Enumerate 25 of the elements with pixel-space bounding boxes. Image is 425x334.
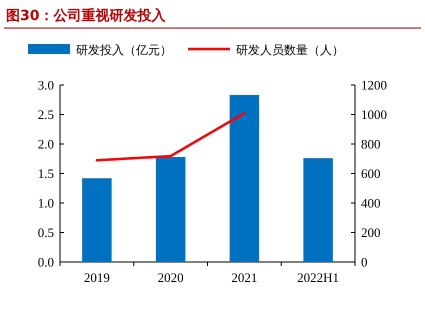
y-tick-label: 2.0 xyxy=(38,136,54,152)
bar xyxy=(156,156,186,262)
y-tick-label: 0.5 xyxy=(38,225,54,240)
x-tick-label: 2019 xyxy=(84,270,110,285)
bar xyxy=(82,178,112,262)
x-tick-label: 2020 xyxy=(158,270,184,285)
y-tick-label: 3.0 xyxy=(38,78,54,92)
chart-title: 图30：公司重视研发投入 xyxy=(6,7,166,24)
x-tick-label: 2021 xyxy=(231,270,258,285)
y-tick-label: 2.5 xyxy=(38,107,54,122)
legend-label: 研发人员数量（人） xyxy=(236,43,344,57)
y2-tick-label: 600 xyxy=(361,166,380,181)
y2-tick-label: 0 xyxy=(361,254,368,270)
x-tick-label: 2022H1 xyxy=(297,270,340,285)
y-tick-label: 1.5 xyxy=(38,166,54,181)
y2-tick-label: 1000 xyxy=(361,107,387,122)
bar xyxy=(230,95,260,262)
y2-tick-label: 400 xyxy=(361,196,380,210)
y2-tick-label: 1200 xyxy=(361,78,387,92)
y2-tick-label: 800 xyxy=(361,136,380,152)
y-tick-label: 0.0 xyxy=(38,254,54,270)
y2-tick-label: 200 xyxy=(361,225,380,240)
y-tick-label: 1.0 xyxy=(38,196,54,210)
bar xyxy=(303,158,333,262)
legend-label: 研发投入（亿元） xyxy=(76,43,172,57)
